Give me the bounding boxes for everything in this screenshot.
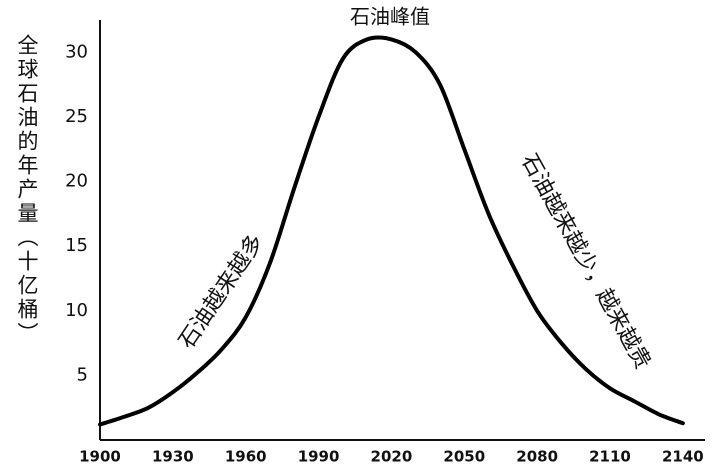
y-tick-label: 25 — [65, 106, 88, 127]
y-tick-label: 5 — [77, 364, 88, 385]
x-tick-label: 2080 — [516, 448, 558, 466]
y-tick-label: 10 — [65, 300, 88, 321]
x-tick-label: 2140 — [662, 448, 704, 466]
x-tick-label: 2020 — [371, 448, 413, 466]
annotation: 石油越来越少，越来越贵 — [516, 150, 655, 374]
x-tick-label: 1900 — [79, 448, 121, 466]
x-tick-label: 2110 — [589, 448, 631, 466]
line — [98, 35, 685, 427]
y-axis-label: 全球石油的年产量（十亿桶） — [15, 34, 39, 346]
annotation: 石油越来越多 — [174, 230, 269, 353]
x-tick-label: 1930 — [152, 448, 194, 466]
x-tick-label: 1960 — [225, 448, 267, 466]
chart-title: 石油峰值 — [350, 5, 430, 29]
x-tick-label: 1990 — [298, 448, 340, 466]
y-tick-label: 30 — [65, 41, 88, 62]
x-tick-label: 2050 — [443, 448, 485, 466]
y-tick-label: 15 — [65, 235, 88, 256]
y-tick-label: 20 — [65, 171, 88, 192]
